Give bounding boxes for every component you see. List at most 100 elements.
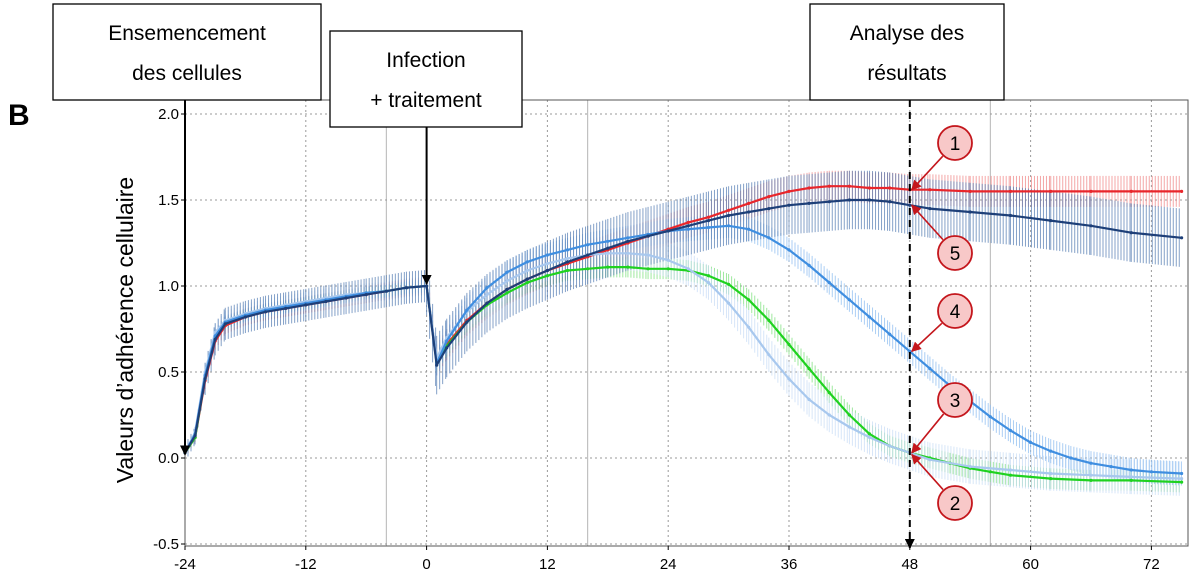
- data-point-s4-20: [525, 260, 529, 264]
- data-point-s4-48: [1089, 461, 1093, 465]
- data-point-s5-3: [213, 337, 217, 341]
- data-point-s2-22: [565, 268, 570, 273]
- data-point-s2-29: [706, 274, 711, 278]
- data-point-s5-36: [847, 198, 852, 202]
- seeding-line-1: Ensemencement: [108, 22, 266, 45]
- data-point-s5-21: [545, 268, 550, 273]
- data-point-s5-19: [505, 287, 509, 291]
- data-point-s4-17: [465, 308, 469, 312]
- seeding-line-2: des cellules: [132, 62, 242, 85]
- data-point-s5-11: [364, 293, 368, 297]
- data-point-s5-33: [787, 203, 791, 207]
- data-point-s1-46: [1180, 189, 1184, 193]
- data-point-s5-4: [223, 322, 227, 326]
- data-point-s5-22: [565, 260, 570, 264]
- data-point-s4-18: [485, 286, 489, 290]
- data-point-s3-25: [626, 251, 630, 255]
- data-point-s4-43: [988, 415, 992, 419]
- callout-arrow-5: [911, 204, 944, 241]
- data-point-s1-41: [968, 189, 972, 193]
- data-point-s2-45: [1049, 477, 1053, 481]
- callout-label-2: 2: [950, 494, 961, 515]
- data-point-s5-16: [445, 346, 449, 350]
- callout-circle-5: [937, 235, 973, 271]
- series-lines: [183, 184, 1184, 484]
- analysis-annotation: Analyse des résultats: [809, 3, 1005, 101]
- data-point-s3-27: [666, 258, 670, 262]
- data-point-s5-44: [1089, 224, 1093, 228]
- seeding-box: [52, 3, 322, 101]
- data-point-s2-33: [787, 342, 791, 347]
- data-point-s4-38: [888, 332, 892, 336]
- data-point-s5-40: [928, 207, 932, 211]
- data-point-s1-29: [706, 215, 711, 219]
- callout-arrow-3: [911, 413, 945, 454]
- data-point-s1-30: [727, 208, 731, 212]
- data-point-s3-26: [646, 253, 650, 257]
- data-point-s2-25: [626, 265, 630, 269]
- callout-label-1: 1: [950, 134, 961, 155]
- data-point-s4-31: [747, 227, 751, 231]
- data-point-s5-17: [465, 320, 469, 324]
- data-point-s5-24: [606, 246, 610, 250]
- callout-circle-4: [937, 293, 973, 329]
- data-point-s5-8: [304, 303, 308, 307]
- infection-line-2: + traitement: [370, 89, 482, 112]
- data-point-s5-23: [586, 253, 590, 257]
- data-point-s4-50: [1129, 468, 1133, 472]
- y-tick-label-5: 2.0: [158, 106, 179, 123]
- infection-box: [329, 30, 523, 128]
- data-point-s4-49: [1109, 465, 1113, 469]
- data-point-s5-32: [767, 207, 771, 211]
- data-point-s2-26: [646, 267, 650, 271]
- data-point-s4-24: [606, 239, 610, 243]
- data-point-s1-43: [1049, 189, 1053, 193]
- data-point-s5-38: [888, 200, 892, 204]
- data-point-s5-41: [968, 210, 972, 214]
- data-point-s3-29: [706, 281, 711, 285]
- data-point-s1-34: [807, 186, 811, 190]
- data-point-s3-37: [867, 435, 872, 439]
- data-point-s1-28: [686, 220, 690, 224]
- callout-arrow-2: [911, 453, 944, 491]
- error-bands: [184, 170, 1182, 496]
- data-point-s2-43: [988, 470, 992, 474]
- callout-circle-1: [937, 125, 973, 161]
- data-point-s3-22: [565, 256, 570, 261]
- data-point-s5-26: [646, 234, 650, 238]
- data-point-s5-42: [1008, 213, 1013, 218]
- data-point-s1-37: [867, 186, 872, 190]
- data-point-s3-46: [1180, 477, 1184, 481]
- x-tick-label-6: 48: [901, 556, 918, 573]
- y-tick-label-3: 1.0: [158, 278, 179, 295]
- data-point-s4-40: [928, 367, 932, 371]
- y-tick-label-4: 1.5: [158, 192, 179, 209]
- x-tick-label-5: 36: [781, 556, 798, 573]
- x-tick-label-4: 24: [660, 556, 677, 573]
- data-point-s4-22: [565, 248, 570, 252]
- data-point-s5-37: [867, 198, 872, 202]
- data-point-s3-34: [807, 397, 811, 402]
- y-tick-label-1: 0.0: [158, 450, 179, 467]
- data-point-s2-20: [525, 281, 529, 285]
- data-point-s2-47: [1129, 478, 1133, 482]
- x-tick-label-8: 72: [1143, 556, 1160, 573]
- y-axis-label: Valeurs d’adhérence cellulaire: [112, 177, 138, 483]
- data-point-s5-1: [193, 434, 197, 438]
- data-point-s4-37: [867, 315, 872, 319]
- data-point-s3-24: [606, 251, 610, 255]
- data-point-s3-35: [827, 413, 831, 417]
- y-tick-label-0: -0.5: [153, 536, 179, 553]
- data-point-s3-36: [847, 425, 852, 429]
- data-point-s4-35: [827, 281, 831, 285]
- data-point-s5-25: [626, 239, 630, 243]
- callout-arrow-1: [911, 155, 944, 191]
- data-point-s2-27: [666, 267, 670, 271]
- data-point-s5-28: [686, 224, 690, 228]
- data-point-s5-46: [1180, 236, 1184, 240]
- x-tick-label-7: 60: [1022, 556, 1039, 573]
- callout-circle-2: [937, 485, 973, 521]
- data-point-s1-38: [888, 186, 892, 190]
- data-point-s5-6: [263, 310, 268, 314]
- data-point-s2-37: [867, 432, 872, 436]
